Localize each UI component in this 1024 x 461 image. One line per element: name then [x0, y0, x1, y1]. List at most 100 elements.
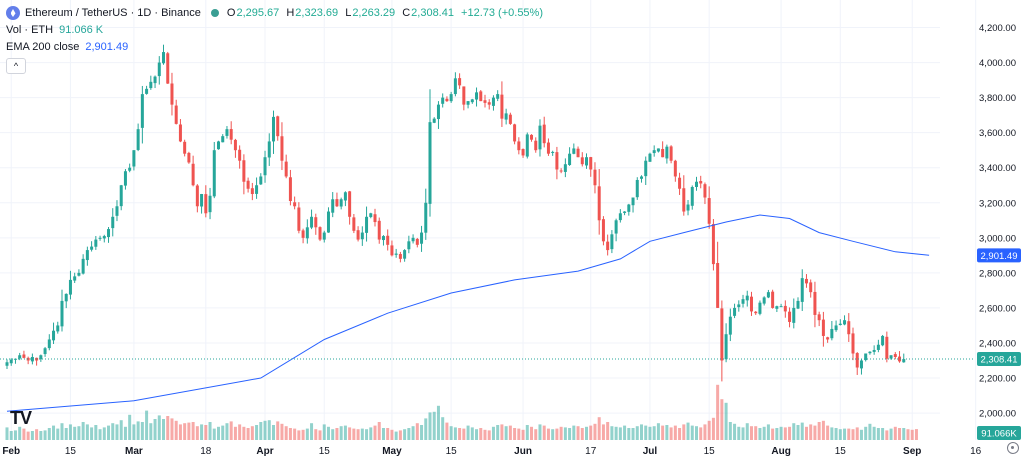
- volume-bar: [779, 426, 783, 440]
- candle-body: [132, 150, 136, 167]
- candle-body: [610, 234, 614, 250]
- volume-bar: [212, 428, 216, 440]
- candle-body: [9, 359, 13, 364]
- volume-bar: [707, 420, 711, 440]
- candle-body: [576, 148, 580, 158]
- volume-legend-row[interactable]: Vol · ETH 91.066 K: [6, 23, 543, 37]
- volume-bar: [470, 427, 474, 440]
- volume-bar: [149, 423, 153, 440]
- candle-body: [525, 134, 529, 157]
- volume-bar: [246, 428, 250, 440]
- candle-body: [229, 129, 233, 140]
- candle-body: [483, 100, 487, 103]
- volume-bar: [267, 420, 271, 440]
- volume-bar: [238, 424, 242, 440]
- candle-body: [250, 188, 254, 195]
- symbol-title[interactable]: Ethereum / TetherUS · 1D · Binance: [25, 7, 201, 19]
- candle-body: [339, 199, 343, 207]
- candle-body: [403, 250, 407, 259]
- candle-body: [589, 157, 593, 170]
- price-tick-label: 3,800.00: [979, 93, 1016, 104]
- volume-bar: [343, 425, 347, 440]
- volume-bar: [428, 412, 432, 440]
- candle-body: [204, 194, 208, 214]
- time-tick-label: Apr: [256, 446, 273, 457]
- candle-body: [200, 194, 204, 207]
- candle-body: [555, 152, 559, 170]
- candle-body: [517, 141, 521, 151]
- ema-legend-row[interactable]: EMA 200 close 2,901.49: [6, 40, 543, 54]
- candle-body: [276, 116, 280, 137]
- volume-bar: [297, 430, 301, 440]
- volume-bar: [813, 425, 817, 440]
- candle-body: [513, 124, 517, 142]
- volume-value: 91.066 K: [59, 24, 104, 36]
- volume-bar: [711, 417, 715, 440]
- volume-bar: [504, 426, 508, 440]
- volume-bar: [153, 419, 157, 440]
- price-axis[interactable]: 2,000.00 2,200.00 2,400.00 2,600.00 2,800.00…: [979, 23, 1016, 420]
- candle-body: [479, 91, 483, 102]
- candle-body: [246, 180, 250, 189]
- volume-bar: [902, 428, 906, 440]
- candle-body: [128, 167, 132, 171]
- candle-body: [119, 185, 123, 207]
- candle-body: [64, 293, 68, 302]
- volume-bar: [758, 428, 762, 440]
- volume-bar: [754, 426, 758, 440]
- price-tick-label: 4,200.00: [979, 23, 1016, 34]
- time-tick-label: 16: [970, 446, 982, 457]
- candle-body: [394, 253, 398, 255]
- time-tick-label: Sep: [903, 446, 921, 457]
- tradingview-logo[interactable]: TV: [10, 408, 32, 428]
- volume-bar: [98, 429, 102, 440]
- volume-bars: [5, 384, 918, 440]
- candle-body: [521, 149, 525, 156]
- candle-body: [26, 357, 30, 361]
- candle-body: [449, 94, 453, 102]
- candle-body: [889, 355, 893, 359]
- settings-icon[interactable]: [1007, 442, 1019, 454]
- volume-badge-bg: [977, 426, 1021, 440]
- time-tick-label: May: [382, 446, 402, 457]
- candle-body: [779, 306, 783, 308]
- volume-bar: [737, 426, 741, 440]
- time-tick-label: 15: [835, 446, 847, 457]
- candle-body: [618, 213, 622, 221]
- volume-bar: [377, 422, 381, 440]
- volume-bar: [491, 426, 495, 440]
- volume-bar: [13, 430, 17, 440]
- candle-body: [496, 94, 500, 99]
- high-key: H: [286, 7, 295, 19]
- candle-body: [242, 160, 246, 182]
- time-axis[interactable]: Feb 15 Mar 18 Apr 15 May 15 Jun 17 Jul 15 Aug 15 Sep 16: [2, 446, 981, 457]
- candle-body: [627, 204, 631, 212]
- price-tick-label: 2,600.00: [979, 303, 1016, 314]
- close-value: 2,308.41: [411, 7, 454, 19]
- volume-bar: [183, 423, 187, 440]
- candle-body: [834, 325, 838, 331]
- volume-bar: [411, 426, 415, 440]
- candle-body: [102, 236, 106, 239]
- volume-bar: [386, 428, 390, 440]
- candle-body: [724, 334, 728, 360]
- candle-body: [652, 150, 656, 154]
- candle-body: [153, 76, 157, 84]
- volume-bar: [441, 417, 445, 440]
- volume-bar: [314, 429, 318, 440]
- volume-bar: [9, 431, 13, 440]
- time-tick-label: 15: [704, 446, 716, 457]
- candle-body: [792, 307, 796, 323]
- eye-icon[interactable]: [210, 9, 219, 17]
- volume-bar: [542, 425, 546, 440]
- volume-bar: [191, 422, 195, 440]
- volume-bar: [162, 419, 166, 440]
- volume-bar: [394, 431, 398, 440]
- volume-bar: [690, 425, 694, 440]
- volume-bar: [872, 426, 876, 440]
- volume-bar: [864, 426, 868, 440]
- candle-body: [720, 308, 724, 361]
- collapse-legend-button[interactable]: ^: [6, 58, 26, 74]
- volume-bar: [483, 429, 487, 440]
